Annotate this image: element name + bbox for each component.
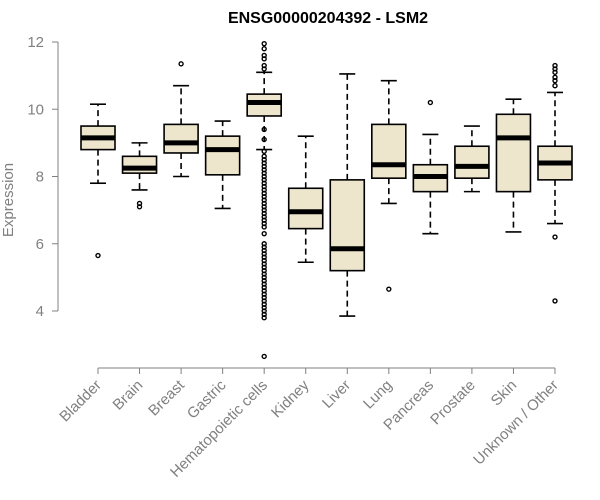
box-iqr bbox=[371, 123, 407, 179]
outlier-point bbox=[552, 83, 558, 89]
y-tick-label: 12 bbox=[27, 34, 44, 51]
outlier-point bbox=[261, 148, 267, 154]
box-brain bbox=[121, 142, 158, 210]
box-iqr bbox=[287, 187, 324, 230]
outlier-point bbox=[386, 286, 392, 292]
y-tick-label: 6 bbox=[36, 236, 44, 253]
x-tick-label: Brain bbox=[110, 377, 147, 414]
outlier-point bbox=[552, 234, 558, 240]
x-tick-label: Skin bbox=[488, 377, 521, 410]
box-hematopoietic-cells bbox=[246, 40, 282, 360]
box-iqr bbox=[495, 113, 532, 193]
box-iqr bbox=[204, 135, 241, 176]
chart-title: ENSG00000204392 - LSM2 bbox=[228, 10, 428, 27]
x-tick-label: Liver bbox=[319, 377, 354, 412]
outlier-point bbox=[261, 46, 267, 52]
y-tick-label: 8 bbox=[36, 169, 44, 186]
outlier-point bbox=[261, 230, 267, 237]
x-tick-label: Bladder bbox=[56, 377, 105, 426]
outlier-point bbox=[261, 56, 267, 62]
box-kidney bbox=[287, 135, 324, 264]
x-tick-label: Breast bbox=[145, 376, 188, 419]
outlier-point bbox=[261, 224, 267, 230]
outlier-point bbox=[552, 69, 558, 75]
box-skin bbox=[495, 98, 532, 233]
box-iqr bbox=[454, 145, 490, 179]
box-pancreas bbox=[412, 99, 449, 235]
outlier-point bbox=[261, 66, 267, 72]
y-axis-label: Expression bbox=[0, 163, 17, 237]
outlier-point bbox=[261, 353, 267, 360]
y-tick-label: 10 bbox=[27, 101, 44, 118]
outlier-point bbox=[427, 99, 434, 106]
box-iqr bbox=[246, 93, 282, 117]
box-prostate bbox=[454, 125, 490, 193]
box-gastric bbox=[204, 120, 241, 210]
y-tick-label: 4 bbox=[36, 303, 44, 320]
outlier-point bbox=[136, 204, 143, 210]
outlier-point bbox=[95, 252, 101, 259]
box-unknown-other bbox=[537, 62, 573, 304]
y-axis: 4 6 8 10 12 bbox=[27, 34, 59, 320]
box-iqr bbox=[163, 123, 199, 154]
outlier-point bbox=[261, 315, 267, 321]
x-tick-label: Kidney bbox=[268, 376, 313, 421]
outlier-point bbox=[261, 40, 267, 47]
box-liver bbox=[329, 73, 366, 317]
outlier-point bbox=[261, 126, 267, 133]
x-tick-label: Lung bbox=[360, 377, 396, 413]
box-lung bbox=[371, 79, 407, 292]
box-breast bbox=[163, 61, 199, 178]
outlier-point bbox=[261, 136, 267, 143]
x-tick-label: Prostate bbox=[427, 377, 479, 429]
outlier-point bbox=[552, 77, 558, 84]
plot-area bbox=[80, 40, 573, 360]
box-bladder bbox=[80, 103, 116, 259]
box-iqr bbox=[121, 155, 158, 174]
outlier-point bbox=[552, 298, 558, 304]
outlier-point bbox=[178, 61, 184, 67]
box-iqr bbox=[329, 179, 366, 272]
